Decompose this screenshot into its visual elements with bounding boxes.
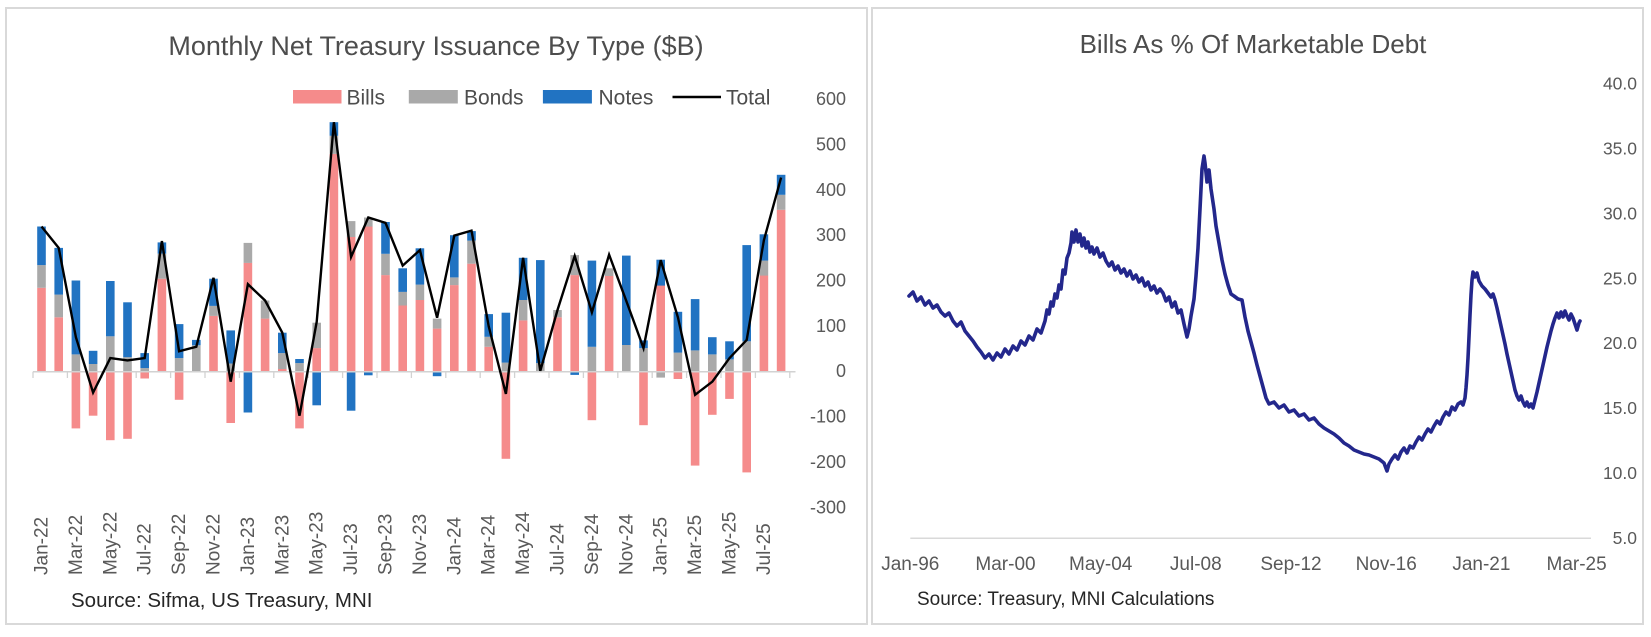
- svg-text:May-24: May-24: [513, 511, 534, 575]
- svg-text:100: 100: [816, 316, 846, 336]
- svg-text:Jul-22: Jul-22: [135, 523, 156, 575]
- svg-text:Nov-16: Nov-16: [1356, 554, 1417, 575]
- svg-text:Jan-25: Jan-25: [651, 517, 672, 575]
- svg-text:Mar-24: Mar-24: [479, 514, 500, 575]
- svg-text:May-04: May-04: [1069, 554, 1133, 575]
- svg-text:Source: Treasury, MNI Calculat: Source: Treasury, MNI Calculations: [917, 589, 1214, 610]
- svg-text:-200: -200: [810, 452, 846, 472]
- svg-text:Jan-21: Jan-21: [1452, 554, 1510, 575]
- svg-text:May-22: May-22: [100, 512, 121, 575]
- svg-text:10.0: 10.0: [1603, 463, 1637, 483]
- svg-text:Nov-22: Nov-22: [204, 514, 225, 575]
- svg-text:Sep-12: Sep-12: [1260, 554, 1321, 575]
- svg-text:Jan-22: Jan-22: [32, 517, 53, 575]
- svg-text:-100: -100: [810, 407, 846, 427]
- svg-text:20.0: 20.0: [1603, 333, 1637, 353]
- svg-text:600: 600: [816, 89, 846, 109]
- svg-text:Sep-24: Sep-24: [582, 513, 603, 575]
- svg-text:Notes: Notes: [599, 87, 654, 110]
- svg-text:Sep-22: Sep-22: [169, 514, 190, 575]
- svg-text:40.0: 40.0: [1603, 74, 1637, 94]
- svg-text:200: 200: [816, 271, 846, 291]
- svg-text:400: 400: [816, 180, 846, 200]
- svg-text:500: 500: [816, 134, 846, 154]
- svg-text:Mar-23: Mar-23: [272, 515, 293, 575]
- svg-text:Monthly Net Treasury Issuance: Monthly Net Treasury Issuance By Type ($…: [168, 31, 703, 61]
- svg-text:Jan-96: Jan-96: [881, 554, 939, 575]
- svg-text:Jan-23: Jan-23: [238, 517, 259, 575]
- svg-text:Bills As % Of Marketable Debt: Bills As % Of Marketable Debt: [1080, 29, 1428, 59]
- svg-text:Sep-23: Sep-23: [376, 514, 397, 575]
- svg-text:Mar-22: Mar-22: [66, 515, 87, 575]
- svg-text:300: 300: [816, 225, 846, 245]
- svg-text:Jul-23: Jul-23: [341, 523, 362, 575]
- svg-text:Source: Sifma, US Treasury, MN: Source: Sifma, US Treasury, MNI: [71, 589, 373, 612]
- svg-text:May-25: May-25: [720, 512, 741, 575]
- svg-text:Bills: Bills: [347, 87, 386, 110]
- svg-text:Jul-24: Jul-24: [548, 523, 569, 575]
- svg-text:-300: -300: [810, 497, 846, 517]
- svg-text:Jul-08: Jul-08: [1170, 554, 1222, 575]
- svg-text:35.0: 35.0: [1603, 138, 1637, 158]
- svg-text:30.0: 30.0: [1603, 203, 1637, 223]
- svg-text:Mar-00: Mar-00: [975, 554, 1035, 575]
- svg-text:Mar-25: Mar-25: [685, 515, 706, 575]
- svg-text:5.0: 5.0: [1613, 528, 1638, 548]
- svg-text:Bonds: Bonds: [464, 87, 524, 110]
- svg-text:15.0: 15.0: [1603, 398, 1637, 418]
- svg-text:Jan-24: Jan-24: [444, 516, 465, 575]
- svg-text:May-23: May-23: [307, 512, 328, 575]
- svg-text:25.0: 25.0: [1603, 268, 1637, 288]
- svg-text:Nov-23: Nov-23: [410, 514, 431, 575]
- svg-text:0: 0: [836, 361, 846, 381]
- svg-text:Mar-25: Mar-25: [1547, 554, 1607, 575]
- svg-text:Nov-24: Nov-24: [616, 513, 637, 575]
- svg-text:Total: Total: [726, 87, 770, 110]
- svg-text:Jul-25: Jul-25: [754, 523, 775, 575]
